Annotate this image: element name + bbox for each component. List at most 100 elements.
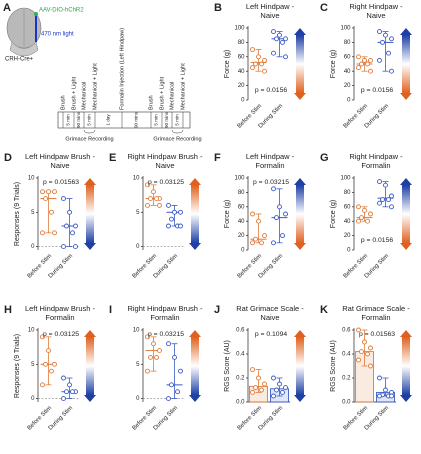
- data-point: [250, 367, 255, 373]
- y-tick-label: 0.6: [236, 328, 245, 334]
- data-point: [368, 211, 373, 217]
- virus-label: AAV-DIO-hChR2: [39, 8, 84, 14]
- panel-letter: H: [4, 304, 12, 316]
- y-tick-label: 20: [238, 83, 245, 89]
- y-tick-label: 0.2: [236, 376, 245, 382]
- y-tick-label: 0.4: [236, 352, 245, 358]
- data-point: [259, 61, 264, 67]
- duration-label: 5 min: [175, 114, 180, 126]
- data-point: [380, 197, 385, 203]
- data-point: [368, 57, 373, 63]
- data-point: [145, 202, 150, 208]
- data-point: [178, 223, 183, 229]
- arrow-head: [294, 93, 306, 100]
- y-tick-label: 0: [241, 98, 245, 104]
- data-point: [274, 215, 279, 221]
- data-point: [43, 196, 48, 202]
- chart-title: Naive: [260, 11, 279, 20]
- panel-letter: C: [320, 2, 328, 14]
- p-value: p = 0.1094: [255, 331, 288, 338]
- y-tick-label: 0: [136, 244, 140, 250]
- data-point: [283, 36, 288, 42]
- p-value: p = 0.03125: [43, 331, 79, 338]
- chart: C Right Hindpaw -Naive Force (g) 0 20 40 60 80 1…: [320, 2, 412, 130]
- data-point: [377, 57, 382, 63]
- y-tick-label: 60: [344, 204, 351, 210]
- y-tick-label: 0.0: [236, 400, 245, 406]
- data-point: [250, 65, 255, 71]
- chart-title: Formalin: [150, 313, 179, 322]
- y-tick-label: 80: [238, 40, 245, 46]
- p-value: p = 0.01563: [359, 331, 395, 338]
- data-point: [145, 368, 150, 374]
- y-tick-label: 10: [28, 176, 35, 182]
- arrow-head: [189, 178, 201, 185]
- data-point: [73, 223, 78, 229]
- data-point: [283, 54, 288, 60]
- arrow-head: [400, 178, 412, 185]
- data-point: [154, 354, 159, 360]
- data-point: [40, 382, 45, 388]
- data-point: [148, 196, 153, 202]
- arrow-head: [189, 330, 201, 337]
- data-point: [365, 351, 370, 357]
- color-bar: [86, 185, 94, 243]
- data-point: [383, 387, 388, 393]
- data-point: [389, 393, 394, 399]
- event-label: Brush + Light: [159, 76, 165, 110]
- data-point: [172, 209, 177, 215]
- data-point: [145, 182, 150, 188]
- chart-title: Formalin: [361, 161, 390, 170]
- p-value: p = 0.03215: [253, 179, 289, 186]
- data-point: [356, 204, 361, 210]
- y-tick-label: 10: [28, 328, 35, 334]
- y-axis-label: Force (g): [330, 50, 337, 78]
- y-tick-label: 100: [234, 26, 245, 32]
- event-label: Mechanical + Light: [92, 63, 98, 110]
- data-point: [70, 230, 75, 236]
- y-tick-label: 80: [344, 40, 351, 46]
- data-point: [277, 204, 282, 210]
- data-point: [172, 354, 177, 360]
- data-point: [166, 223, 171, 229]
- duration-label: 5 min: [66, 114, 71, 126]
- data-point: [157, 348, 162, 354]
- data-point: [259, 240, 264, 246]
- data-point: [283, 385, 288, 391]
- p-value: p = 0.01563: [43, 179, 79, 186]
- duration-label: 90 mins: [76, 111, 81, 128]
- p-value: p = 0.0156: [361, 87, 394, 94]
- data-point: [377, 200, 382, 206]
- data-point: [365, 218, 370, 224]
- data-point: [389, 204, 394, 210]
- event-label: Mechanical + Light: [180, 63, 186, 110]
- data-point: [46, 189, 51, 195]
- data-point: [253, 61, 258, 67]
- data-point: [43, 361, 48, 367]
- data-point: [64, 223, 69, 229]
- y-tick-label: 100: [234, 176, 245, 182]
- data-point: [356, 218, 361, 224]
- event-label: Brush: [60, 95, 66, 110]
- data-point: [368, 363, 373, 369]
- y-tick-label: 10: [133, 328, 140, 334]
- chart-title: Rat Grimace Scale -: [236, 304, 304, 313]
- data-point: [154, 196, 159, 202]
- y-tick-label: 60: [238, 54, 245, 60]
- y-tick-label: 0.0: [342, 400, 351, 406]
- panel-letter: F: [214, 152, 221, 164]
- data-point: [386, 50, 391, 56]
- bracket: [83, 129, 96, 134]
- arrow-head: [400, 395, 412, 402]
- y-tick-label: 20: [344, 233, 351, 239]
- data-point: [46, 348, 51, 354]
- data-point: [259, 387, 264, 393]
- data-point: [356, 357, 361, 363]
- y-tick-label: 60: [344, 54, 351, 60]
- data-point: [262, 233, 267, 239]
- timeline-box: [57, 111, 191, 129]
- data-point: [250, 47, 255, 53]
- data-point: [52, 230, 57, 236]
- data-point: [368, 345, 373, 351]
- data-point: [52, 189, 57, 195]
